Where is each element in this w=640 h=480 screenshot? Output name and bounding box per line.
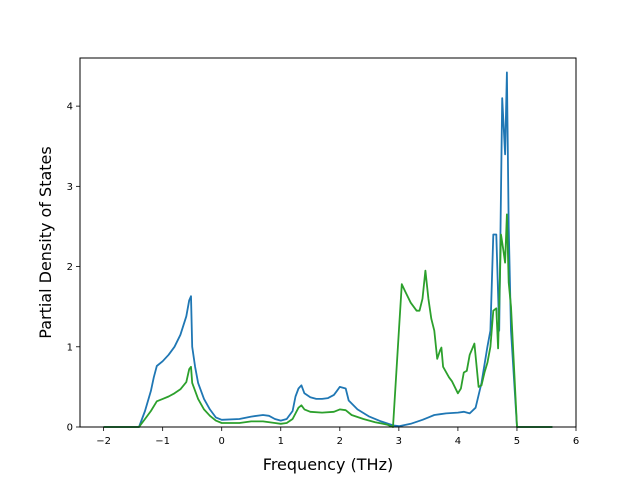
- x-tick-label: 5: [514, 436, 520, 447]
- x-tick-label: 2: [337, 436, 343, 447]
- x-tick-label: 6: [573, 436, 579, 447]
- series-layer: [103, 71, 553, 428]
- series-line-2: [103, 213, 553, 428]
- x-tick-label: −1: [155, 436, 170, 447]
- y-tick-label: 4: [67, 102, 73, 113]
- y-tick-label: 3: [67, 182, 73, 193]
- series-line-1: [103, 71, 553, 428]
- x-tick-label: 0: [219, 436, 225, 447]
- x-axis-ticks: −2 −1 0 1 2 3 4 5 6: [96, 427, 579, 447]
- x-axis-label: Frequency (THz): [263, 455, 393, 474]
- y-axis-label: Partial Density of States: [36, 146, 55, 338]
- y-axis-ticks: 0 1 2 3 4: [67, 102, 80, 434]
- x-tick-label: 3: [396, 436, 402, 447]
- y-tick-label: 0: [67, 423, 73, 434]
- y-tick-label: 2: [67, 262, 73, 273]
- x-tick-label: 1: [278, 436, 284, 447]
- plot-frame: [79, 57, 577, 428]
- x-tick-label: −2: [96, 436, 111, 447]
- x-tick-label: 4: [455, 436, 461, 447]
- y-tick-label: 1: [67, 342, 73, 353]
